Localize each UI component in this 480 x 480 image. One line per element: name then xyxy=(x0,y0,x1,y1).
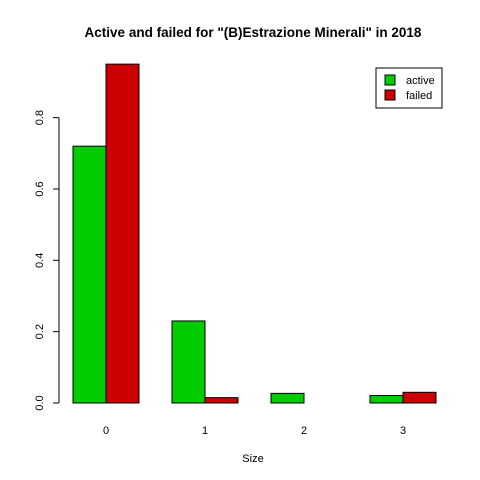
legend-swatch-active xyxy=(384,74,396,86)
x-tick-label: 1 xyxy=(202,425,208,437)
chart-title: Active and failed for "(B)Estrazione Min… xyxy=(85,25,422,40)
legend-label-failed: failed xyxy=(406,90,432,102)
bar-active-0 xyxy=(72,145,107,404)
bar-failed-3 xyxy=(402,391,437,404)
y-tick-label: 0.0 xyxy=(34,395,46,410)
x-axis-tick-labels: 0 1 2 3 xyxy=(103,425,406,437)
bars xyxy=(72,63,437,404)
bar-failed-0 xyxy=(105,63,140,404)
legend-label-active: active xyxy=(406,75,435,87)
legend: active failed xyxy=(375,67,443,109)
y-tick-label: 0.4 xyxy=(34,253,46,268)
x-axis-label: Size xyxy=(242,453,263,465)
x-tick-label: 0 xyxy=(103,425,109,437)
x-tick-label: 3 xyxy=(400,425,406,437)
legend-swatch-failed xyxy=(384,89,396,101)
x-tick-label: 2 xyxy=(301,425,307,437)
bar-active-1 xyxy=(171,320,206,404)
y-tick-label: 0.2 xyxy=(34,324,46,339)
y-tick-label: 0.6 xyxy=(34,181,46,196)
y-tick-label: 0.8 xyxy=(34,110,46,125)
bar-active-3 xyxy=(369,395,404,404)
y-axis: 0.0 0.2 0.4 0.6 0.8 xyxy=(34,110,60,411)
bar-failed-1 xyxy=(204,397,239,404)
legend-box xyxy=(375,67,443,109)
bar-active-2 xyxy=(270,392,305,404)
